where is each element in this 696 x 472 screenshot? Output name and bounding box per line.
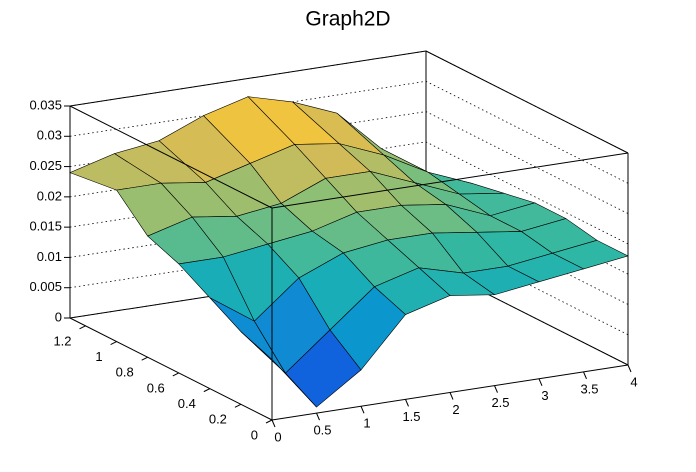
y-tick: [110, 341, 117, 345]
z-tick-label: 0.03: [37, 128, 62, 143]
box-edge: [425, 50, 629, 154]
box-edge: [69, 105, 273, 209]
y-tick: [172, 372, 179, 377]
x-tick-label: 1: [363, 416, 370, 431]
box-edge: [271, 152, 629, 209]
grid-line: [69, 80, 629, 184]
y-tick-label: 0: [251, 427, 258, 442]
chart-title: Graph2D: [305, 8, 390, 31]
box-edge: [69, 50, 427, 107]
y-tick: [141, 356, 148, 361]
y-tick-label: 0.8: [116, 365, 134, 380]
z-tick-label: 0: [55, 309, 62, 324]
y-tick-label: 1: [95, 349, 102, 364]
x-tick-label: 2.5: [491, 395, 509, 410]
y-tick: [203, 388, 211, 393]
surface-cell: [240, 331, 317, 408]
y-tick-label: 0.6: [147, 380, 165, 395]
x-tick: [538, 378, 543, 386]
y-tick-label: 0.4: [178, 396, 196, 411]
y-tick-label: 1.2: [53, 333, 71, 348]
z-tick-label: 0.01: [37, 249, 62, 264]
z-tick-label: 0.02: [37, 188, 62, 203]
grid-line: [69, 141, 629, 245]
grid-line: [69, 111, 629, 214]
x-tick-label: 0.5: [313, 423, 331, 438]
z-tick-label: 0.025: [29, 158, 62, 173]
box-edge: [69, 317, 273, 421]
x-tick-label: 4: [630, 374, 637, 389]
y-tick-label: 0.2: [209, 412, 227, 427]
y-tick: [265, 419, 273, 424]
x-tick: [494, 385, 498, 393]
z-tick-label: 0.015: [29, 219, 62, 234]
x-tick: [449, 392, 454, 400]
y-tick: [79, 325, 86, 330]
x-tick: [627, 364, 632, 373]
y-tick: [234, 403, 242, 408]
x-tick-label: 0: [274, 429, 281, 444]
x-tick-label: 2: [452, 402, 459, 417]
x-tick: [316, 412, 320, 421]
x-tick-label: 3: [541, 388, 548, 403]
x-tick: [583, 371, 587, 380]
x-tick: [360, 406, 365, 414]
x-tick-label: 1.5: [402, 409, 420, 424]
z-tick-label: 0.005: [29, 279, 62, 294]
x-tick-label: 3.5: [580, 381, 598, 396]
z-tick-label: 0.035: [29, 97, 62, 112]
x-tick: [271, 419, 276, 428]
x-tick: [405, 399, 409, 407]
